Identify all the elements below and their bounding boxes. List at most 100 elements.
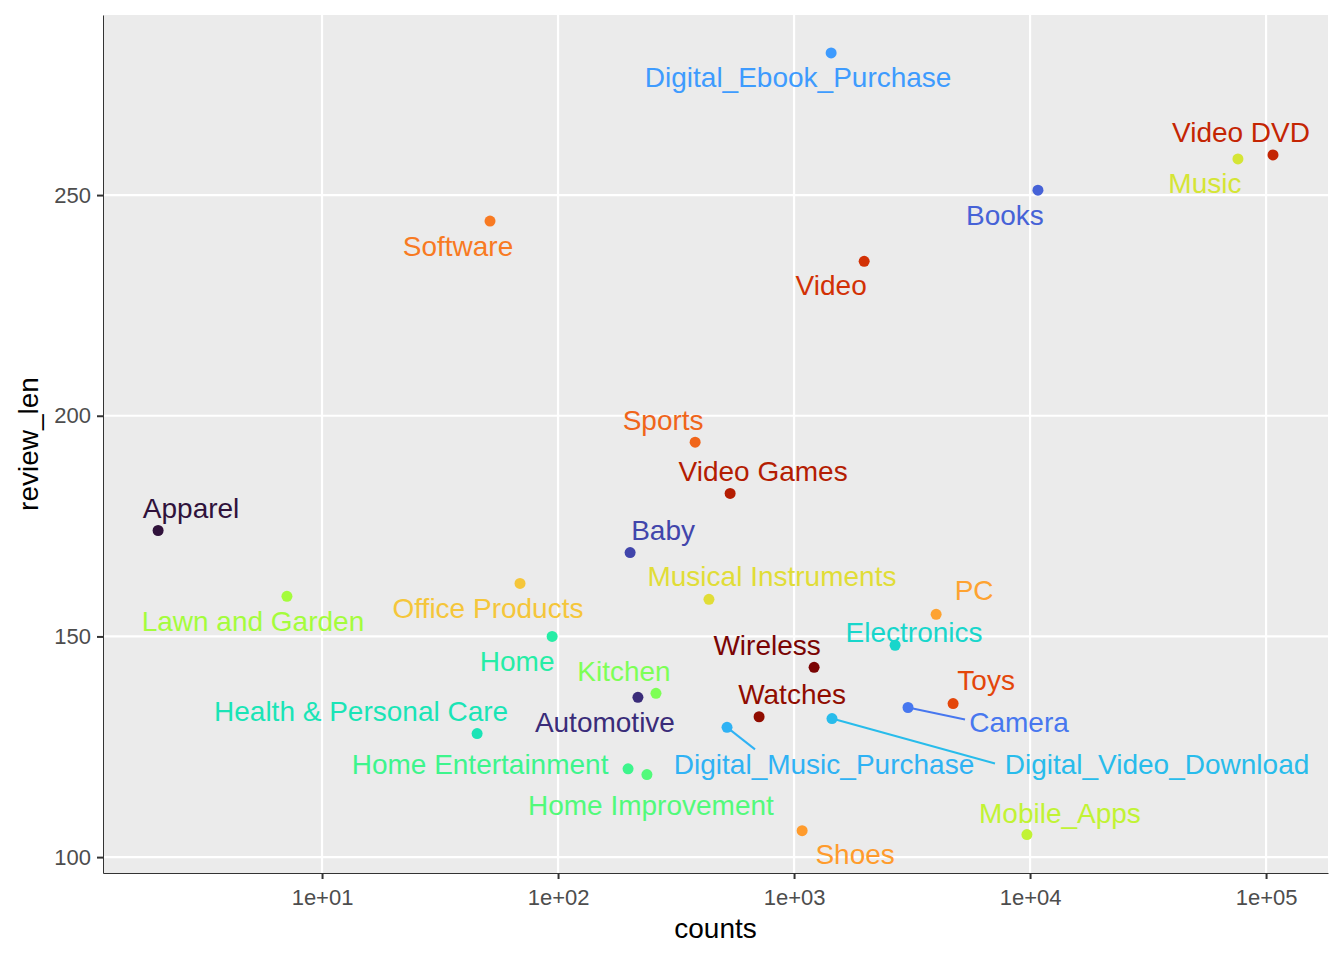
point-label: Digital_Video_Download <box>1005 749 1310 780</box>
tick: 150 <box>54 624 103 649</box>
tick-mark <box>97 636 103 638</box>
point-label: PC <box>955 575 994 606</box>
tick-mark <box>97 415 103 417</box>
point <box>632 692 643 703</box>
point-label: Lawn and Garden <box>142 606 365 637</box>
point-label: Software <box>403 231 514 262</box>
point-label: Digital_Ebook_Purchase <box>645 62 952 93</box>
point-label: Camera <box>969 707 1069 738</box>
tick: 200 <box>54 403 103 428</box>
point <box>948 698 959 709</box>
point-label: Books <box>966 200 1044 231</box>
point-label: Health & Personal Care <box>214 696 508 727</box>
point <box>515 578 526 589</box>
grid <box>103 15 1328 873</box>
grid-line-x <box>793 15 795 873</box>
y-axis: 100 150 200 250 <box>54 16 103 874</box>
tick-mark <box>97 857 103 859</box>
tick-mark <box>97 195 103 197</box>
point-label: Electronics <box>846 617 983 648</box>
tick-label: 1e+01 <box>292 885 354 910</box>
point <box>722 722 733 733</box>
tick: 1e+03 <box>764 873 826 910</box>
tick-label: 100 <box>54 845 91 870</box>
point-label: Automotive <box>535 707 675 738</box>
point-label: Video Games <box>679 456 848 487</box>
axis-line <box>104 873 1329 874</box>
tick-label: 200 <box>54 403 91 428</box>
chart: 1e+01 1e+02 1e+03 1e+04 1e+05 100 150 200 250 cou… <box>0 0 1344 960</box>
grid-line-y <box>103 856 1328 858</box>
point <box>650 688 661 699</box>
label-segment <box>908 707 965 719</box>
point <box>1232 153 1243 164</box>
tick-mark <box>794 873 796 879</box>
point-label: Mobile_Apps <box>979 798 1141 829</box>
point-label: Shoes <box>815 839 894 870</box>
tick-label: 1e+03 <box>764 885 826 910</box>
plot-background <box>103 15 1328 873</box>
point-label: Apparel <box>143 493 240 524</box>
point-label: Home Entertainment <box>352 749 609 780</box>
tick: 1e+04 <box>1000 873 1062 910</box>
point <box>809 662 820 673</box>
tick-label: 1e+02 <box>528 885 590 910</box>
tick: 100 <box>54 845 103 870</box>
grid-line-x <box>557 15 559 873</box>
tick: 1e+01 <box>292 873 354 910</box>
tick-label: 150 <box>54 624 91 649</box>
point <box>1032 185 1043 196</box>
point-label: Wireless <box>713 630 820 661</box>
grid-line-y <box>103 415 1328 417</box>
point-label: Video DVD <box>1172 117 1310 148</box>
point <box>859 256 870 267</box>
point-label: Office Products <box>393 593 584 624</box>
point <box>281 591 292 602</box>
point-label: Kitchen <box>577 656 670 687</box>
point <box>725 488 736 499</box>
tick: 1e+05 <box>1236 873 1298 910</box>
point-label: Watches <box>738 679 846 710</box>
x-axis: 1e+01 1e+02 1e+03 1e+04 1e+05 <box>104 873 1329 910</box>
grid-line-x <box>1029 15 1031 873</box>
point <box>797 825 808 836</box>
x-axis-title: counts <box>674 913 757 944</box>
point-label: Home <box>480 646 555 677</box>
tick: 250 <box>54 183 103 208</box>
point-labels: Apparel Automotive Baby Books Camera Digital_… <box>142 62 1310 870</box>
grid-line-x <box>321 15 323 873</box>
point <box>690 437 701 448</box>
point <box>826 713 837 724</box>
point-label: Digital_Music_Purchase <box>674 749 974 780</box>
point <box>547 631 558 642</box>
grid-line-y <box>103 194 1328 196</box>
points <box>153 47 1279 840</box>
point <box>903 702 914 713</box>
point-label: Toys <box>957 665 1015 696</box>
point-label: Home Improvement <box>528 790 774 821</box>
point <box>641 769 652 780</box>
tick-mark <box>1030 873 1032 879</box>
point <box>826 47 837 58</box>
point-label: Baby <box>631 515 695 546</box>
tick-label: 1e+04 <box>1000 885 1062 910</box>
tick-label: 250 <box>54 183 91 208</box>
point-label: Sports <box>623 405 704 436</box>
point <box>754 711 765 722</box>
point <box>153 525 164 536</box>
tick-label: 1e+05 <box>1236 885 1298 910</box>
tick-mark <box>322 873 324 879</box>
point-label: Music <box>1168 168 1241 199</box>
point <box>623 763 634 774</box>
point <box>625 547 636 558</box>
tick-mark <box>1266 873 1268 879</box>
point <box>472 728 483 739</box>
y-axis-title: review_len <box>13 377 44 511</box>
point <box>1267 149 1278 160</box>
point <box>703 594 714 605</box>
point-label: Video <box>796 270 867 301</box>
tick: 1e+02 <box>528 873 590 910</box>
point-label: Musical Instruments <box>647 561 896 592</box>
tick-mark <box>558 873 560 879</box>
axis-line <box>103 16 104 874</box>
